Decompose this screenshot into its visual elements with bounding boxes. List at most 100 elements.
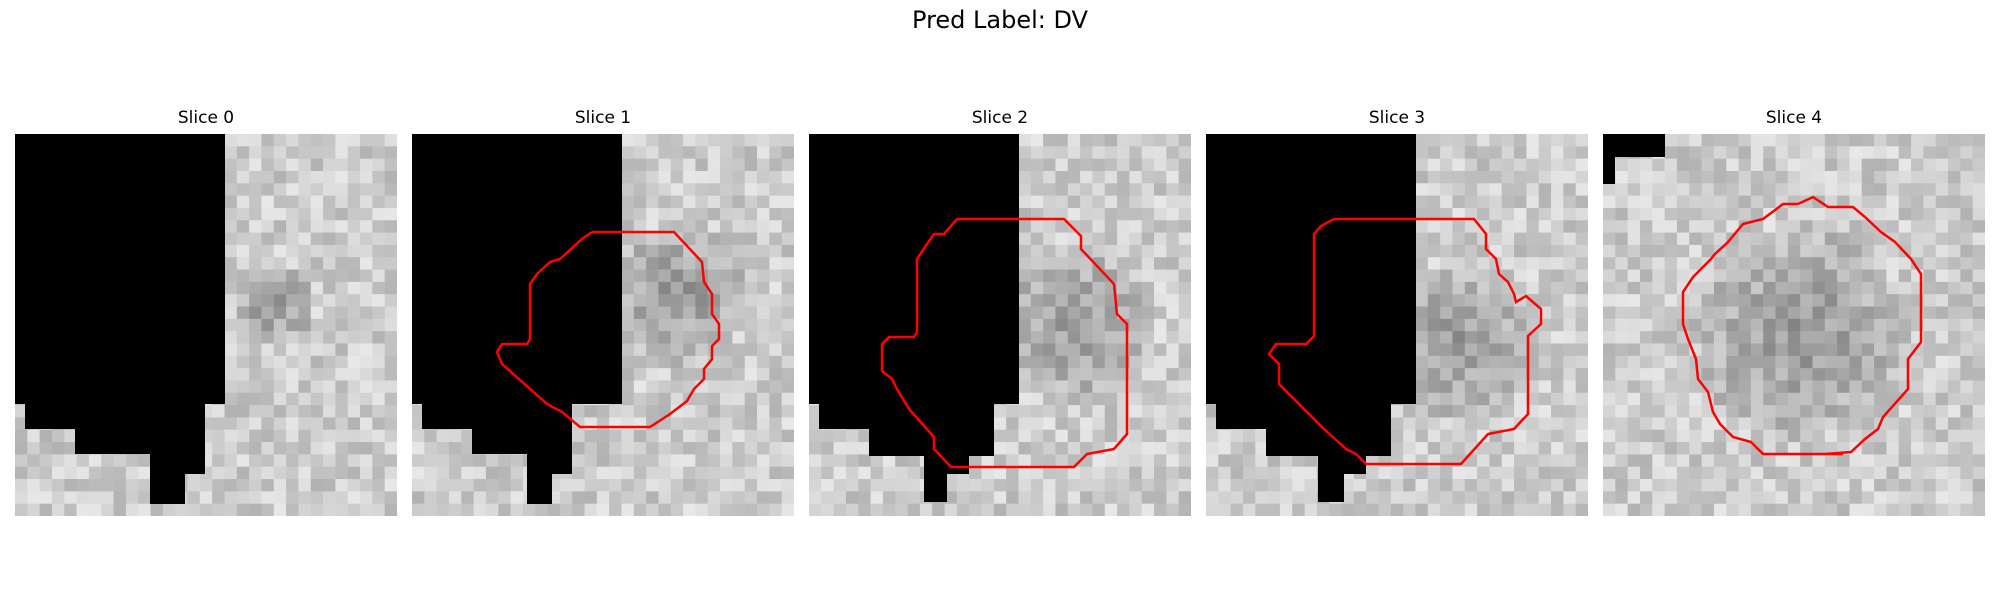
pixel [1750, 134, 1764, 147]
pixel [436, 429, 450, 443]
pixel [286, 331, 300, 345]
pixel [1627, 269, 1641, 283]
pixel [273, 269, 287, 283]
pixel [1874, 134, 1888, 147]
pixel [1018, 355, 1032, 369]
pixel [1551, 355, 1564, 369]
pixel [1800, 220, 1814, 234]
pixel [1477, 503, 1491, 516]
pixel [744, 368, 758, 382]
pixel [224, 479, 238, 492]
pixel [1154, 232, 1167, 246]
pixel [769, 158, 783, 172]
pixel [1415, 405, 1429, 419]
pixel [559, 503, 573, 516]
pixel [1812, 306, 1826, 320]
pixel [1154, 417, 1167, 431]
pixel [249, 331, 263, 345]
pixel [1972, 134, 1985, 147]
pixel [1141, 244, 1155, 258]
pixel [1874, 195, 1888, 209]
pixel [1477, 491, 1491, 505]
pixel [732, 207, 746, 221]
pixel [1067, 281, 1081, 295]
pixel [1526, 207, 1540, 221]
pixel [1538, 355, 1552, 369]
pixel [1738, 479, 1752, 492]
pixel [1911, 146, 1924, 160]
pixel [833, 429, 847, 443]
pixel [781, 257, 794, 271]
pixel [360, 244, 373, 258]
pixel [1652, 158, 1666, 172]
pixel [1154, 331, 1167, 345]
pixel [1043, 442, 1057, 455]
pixel [1055, 232, 1069, 246]
pixel [1849, 343, 1863, 357]
pixel [1030, 281, 1044, 295]
pixel [1117, 466, 1130, 480]
pixel [1664, 207, 1678, 221]
pixel [1750, 380, 1764, 394]
pixel [1664, 158, 1678, 172]
pixel [1750, 331, 1764, 345]
pixel [261, 429, 275, 443]
pixel [1551, 306, 1564, 320]
pixel [1104, 257, 1118, 271]
pixel [360, 429, 373, 443]
pixel [732, 405, 746, 419]
pixel [1018, 220, 1032, 234]
pixel [1639, 466, 1653, 480]
pixel [1676, 405, 1690, 419]
pixel [1615, 294, 1629, 308]
pixel [249, 257, 263, 271]
pixel [1166, 466, 1180, 480]
pixel [1514, 392, 1527, 406]
pixel [261, 417, 275, 431]
pixel [1738, 134, 1752, 147]
pixel [335, 405, 349, 419]
pixel [1787, 170, 1801, 184]
pixel [1141, 294, 1155, 308]
pixel [1563, 503, 1577, 516]
pixel [907, 503, 921, 516]
pixel [1763, 318, 1777, 332]
pixel [15, 442, 28, 455]
pixel [1787, 195, 1801, 209]
pixel [286, 257, 300, 271]
pixel [498, 503, 512, 516]
pixel [1972, 392, 1985, 406]
pixel [757, 466, 770, 480]
pixel [1514, 442, 1527, 455]
pixel [1452, 331, 1466, 345]
pixel [1080, 146, 1094, 160]
pixel [870, 454, 884, 468]
pixel [1043, 269, 1057, 283]
pixel [249, 294, 263, 308]
pixel [1563, 368, 1577, 382]
pixel [1464, 368, 1478, 382]
pixel [1129, 429, 1143, 443]
pixel [286, 479, 300, 492]
pixel [845, 479, 859, 492]
pixel [360, 503, 373, 516]
pixel [88, 466, 102, 480]
pixel [261, 281, 275, 295]
pixel [695, 146, 709, 160]
pixel [1935, 368, 1949, 382]
pixel [757, 442, 770, 455]
pixel [224, 405, 238, 419]
pixel [1726, 294, 1740, 308]
pixel [1898, 281, 1912, 295]
pixel [236, 368, 250, 382]
pixel [1092, 417, 1106, 431]
pixel [1018, 454, 1032, 468]
pixel [372, 503, 386, 516]
pixel [1440, 466, 1454, 480]
pixel [1501, 380, 1515, 394]
pixel [1154, 405, 1167, 419]
pixel [1763, 491, 1777, 505]
pixel [224, 380, 238, 394]
pixel [1886, 380, 1900, 394]
pixel [1018, 392, 1032, 406]
